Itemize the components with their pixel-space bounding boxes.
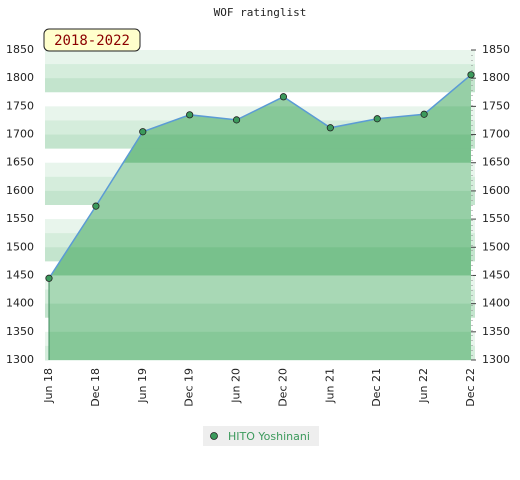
x-tick-label: Jun 18: [42, 368, 55, 404]
area-stripe: [49, 219, 471, 234]
area-stripe: [49, 233, 471, 248]
x-tick-label: Jun 19: [136, 368, 149, 404]
x-tick-label: Jun 21: [323, 368, 336, 404]
badge-box: [43, 28, 141, 52]
y-tick-label: 1750: [6, 99, 34, 112]
area-stripe: [49, 317, 471, 333]
y-tick-label: 1350: [6, 325, 34, 338]
point: [232, 116, 241, 124]
y-tick-label: 1450: [6, 268, 34, 281]
x-tick-label: Jun 22: [417, 368, 430, 404]
bg-stripe: [45, 92, 475, 107]
y-tick-label: 1800: [6, 71, 34, 84]
line: [48, 74, 472, 279]
y2-tick-label: 1400: [482, 297, 510, 310]
point: [139, 128, 147, 136]
x-tick-label: Jun 20: [230, 368, 243, 404]
chart-title: WOF ratinglist: [214, 6, 307, 19]
y2-tick-label: 1600: [482, 184, 510, 197]
point: [186, 111, 194, 119]
x-tick-label: Dec 18: [89, 368, 102, 407]
y2-tick-label: 1700: [482, 128, 510, 141]
badge: 2018-2022: [54, 33, 130, 49]
y-tick-label: 1650: [6, 156, 34, 169]
y2-tick-label: 1300: [482, 353, 510, 366]
y2-tick-label: 1550: [482, 212, 510, 225]
area-stripe: [49, 345, 471, 361]
area-stripe: [49, 303, 471, 319]
area-stripe: [49, 148, 471, 164]
y2-tick-label: 1650: [482, 156, 510, 169]
point: [467, 71, 475, 79]
bg-stripe: [45, 50, 475, 65]
point: [326, 124, 334, 132]
x-tick-label: Dec 20: [276, 368, 289, 407]
y2-tick-label: 1850: [482, 43, 510, 56]
area-stripe: [49, 162, 471, 178]
y2-tick-label: 1450: [482, 268, 510, 281]
area-stripe: [49, 289, 471, 305]
legend: [203, 426, 319, 446]
bg-stripe: [45, 64, 475, 79]
legend-marker: [210, 432, 218, 440]
y-tick-label: 1300: [6, 353, 34, 366]
bg-stripe: [45, 78, 475, 93]
area-stripe: [49, 176, 471, 192]
area-stripe: [49, 190, 471, 206]
x-tick-label: Dec 19: [183, 368, 196, 407]
y-tick-label: 1600: [6, 184, 34, 197]
y2-tick-label: 1750: [482, 99, 510, 112]
area-stripe: [49, 275, 471, 291]
y-tick-label: 1700: [6, 128, 34, 141]
area-stripe: [49, 261, 471, 276]
area-stripe: [49, 247, 471, 262]
area-stripe: [49, 205, 471, 220]
point: [420, 110, 428, 118]
legend-label: HITO Yoshinani: [228, 430, 310, 443]
y-tick-label: 1400: [6, 297, 34, 310]
y-tick-label: 1550: [6, 212, 34, 225]
y-tick-label: 1850: [6, 43, 34, 56]
point: [92, 202, 100, 210]
point: [373, 115, 381, 123]
y2-tick-label: 1350: [482, 325, 510, 338]
area-stripe: [49, 134, 471, 150]
y2-tick-label: 1800: [482, 71, 510, 84]
x-tick-label: Dec 21: [370, 368, 383, 407]
y-tick-label: 1500: [6, 240, 34, 253]
point: [45, 274, 53, 282]
area-stripe: [49, 331, 471, 347]
y2-tick-label: 1500: [482, 240, 510, 253]
x-tick-label: Dec 22: [464, 368, 477, 407]
point: [279, 93, 288, 101]
